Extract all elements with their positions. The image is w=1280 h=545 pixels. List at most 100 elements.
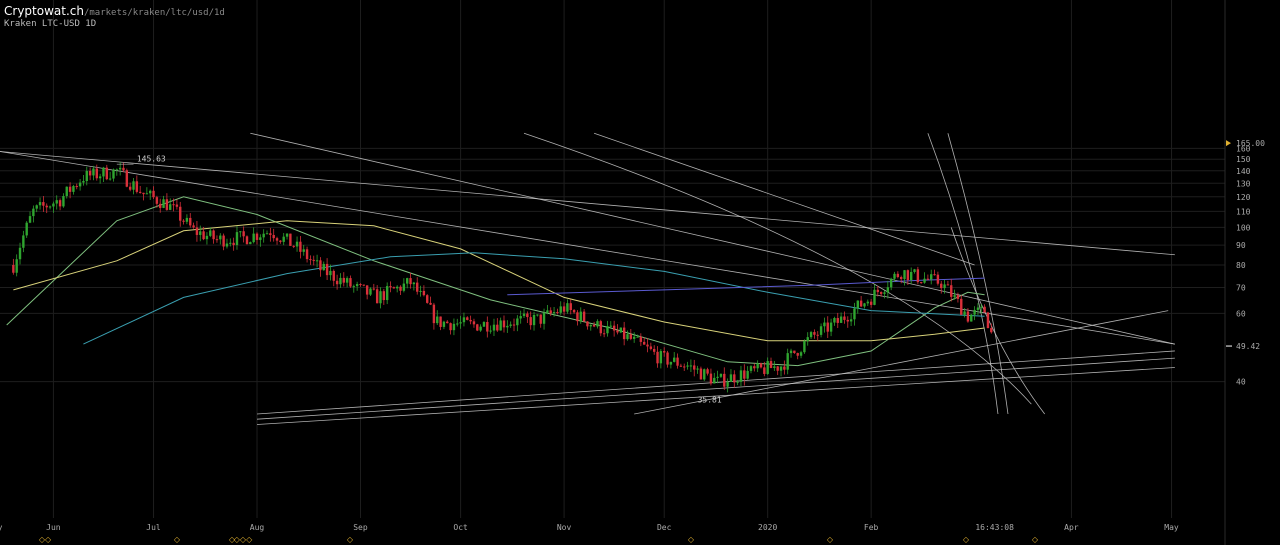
candle[interactable] — [713, 377, 716, 384]
candle[interactable] — [225, 243, 229, 247]
candle[interactable] — [419, 290, 422, 292]
candles[interactable] — [12, 161, 993, 393]
candle[interactable] — [279, 240, 282, 242]
event-marker-icon[interactable]: ◇ — [963, 535, 970, 544]
candle[interactable] — [726, 381, 729, 387]
candle[interactable] — [739, 370, 743, 382]
candle[interactable] — [362, 284, 366, 286]
candle[interactable] — [899, 277, 903, 280]
candle[interactable] — [95, 168, 98, 179]
candle[interactable] — [28, 216, 32, 223]
event-marker-icon[interactable]: ◇◇◇ — [234, 535, 253, 544]
candle[interactable] — [749, 366, 753, 371]
candle[interactable] — [492, 324, 496, 331]
candle[interactable] — [636, 336, 639, 338]
candle[interactable] — [936, 274, 940, 284]
candle[interactable] — [502, 320, 506, 328]
candle[interactable] — [436, 316, 439, 324]
candle[interactable] — [743, 370, 746, 379]
candle[interactable] — [179, 206, 182, 221]
candle[interactable] — [716, 376, 719, 378]
candle[interactable] — [332, 270, 335, 281]
candle[interactable] — [539, 314, 542, 324]
candle[interactable] — [55, 200, 58, 204]
candle[interactable] — [693, 365, 696, 370]
candle[interactable] — [48, 206, 52, 208]
candle[interactable] — [986, 312, 990, 329]
candle[interactable] — [406, 278, 409, 284]
candle[interactable] — [85, 170, 88, 182]
candle[interactable] — [526, 313, 529, 318]
candle[interactable] — [909, 271, 913, 281]
candle[interactable] — [920, 282, 923, 284]
candle[interactable] — [169, 204, 172, 210]
candle[interactable] — [162, 199, 165, 208]
candle[interactable] — [289, 233, 292, 246]
candle[interactable] — [799, 352, 803, 356]
candle[interactable] — [773, 366, 776, 369]
candle[interactable] — [265, 233, 269, 235]
candle[interactable] — [175, 204, 179, 207]
candle[interactable] — [666, 352, 669, 365]
candle[interactable] — [262, 233, 265, 238]
candle[interactable] — [412, 282, 416, 285]
candle[interactable] — [429, 302, 432, 305]
candle[interactable] — [512, 324, 516, 326]
candle[interactable] — [439, 316, 442, 327]
candle[interactable] — [746, 370, 749, 379]
candle[interactable] — [122, 167, 125, 171]
candle[interactable] — [239, 231, 242, 233]
candle[interactable] — [933, 274, 936, 276]
candle[interactable] — [319, 260, 322, 271]
candle[interactable] — [612, 325, 616, 331]
candle[interactable] — [209, 230, 212, 236]
candle[interactable] — [759, 363, 763, 368]
candle[interactable] — [235, 232, 239, 246]
candle[interactable] — [62, 196, 65, 207]
candle[interactable] — [399, 286, 402, 291]
candle[interactable] — [416, 282, 419, 292]
candle[interactable] — [980, 306, 983, 308]
candle[interactable] — [873, 289, 876, 305]
candle[interactable] — [566, 303, 569, 312]
candle[interactable] — [903, 270, 906, 280]
candle[interactable] — [245, 236, 249, 245]
candle[interactable] — [309, 259, 312, 261]
candle[interactable] — [569, 303, 572, 311]
candle[interactable] — [906, 270, 910, 281]
candle[interactable] — [709, 373, 713, 384]
event-marker-icon[interactable]: ◇◇ — [39, 535, 52, 544]
candle[interactable] — [579, 311, 582, 322]
candle[interactable] — [195, 227, 199, 235]
candle[interactable] — [589, 324, 592, 327]
candle[interactable] — [145, 193, 149, 195]
candle[interactable] — [499, 320, 502, 331]
candle[interactable] — [189, 217, 192, 226]
candle[interactable] — [18, 247, 22, 260]
candle[interactable] — [763, 367, 766, 374]
candle[interactable] — [135, 181, 139, 192]
candle[interactable] — [883, 292, 886, 294]
candle[interactable] — [15, 259, 18, 273]
candle[interactable] — [459, 322, 462, 324]
candle[interactable] — [385, 286, 389, 301]
event-marker-icon[interactable]: ◇ — [174, 535, 181, 544]
candle[interactable] — [673, 357, 676, 362]
candle[interactable] — [115, 169, 119, 171]
candle[interactable] — [456, 323, 459, 325]
candle[interactable] — [185, 217, 189, 222]
candle[interactable] — [753, 366, 756, 369]
candle[interactable] — [916, 269, 920, 283]
candle[interactable] — [853, 308, 856, 320]
candle[interactable] — [823, 322, 826, 327]
candle[interactable] — [192, 225, 195, 228]
candle[interactable] — [699, 368, 703, 380]
candle[interactable] — [365, 285, 369, 295]
candle[interactable] — [25, 222, 28, 236]
candle[interactable] — [576, 312, 579, 322]
candle[interactable] — [215, 239, 219, 241]
candle[interactable] — [182, 220, 185, 222]
candle[interactable] — [482, 322, 486, 327]
candle[interactable] — [819, 326, 823, 335]
candle[interactable] — [776, 366, 779, 371]
